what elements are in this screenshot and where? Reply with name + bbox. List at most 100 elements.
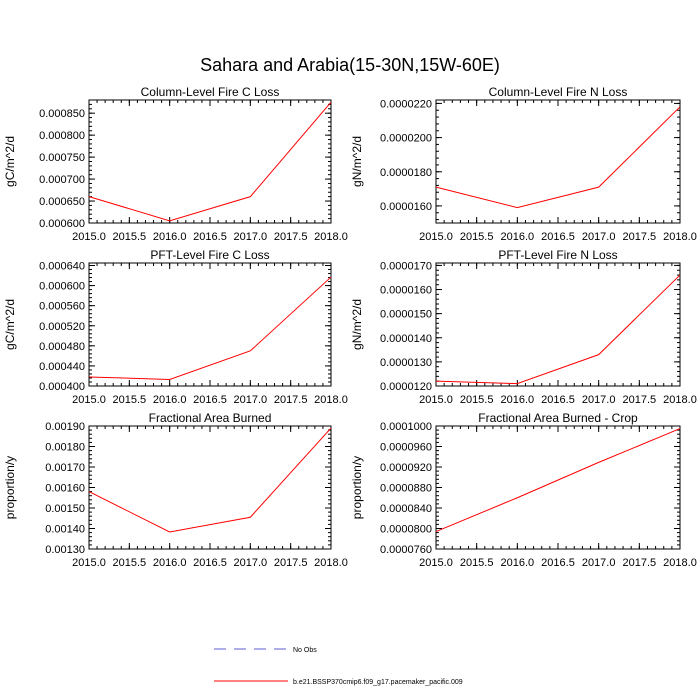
x-tick-label: 2015.5 <box>113 557 147 569</box>
legend-label: No Obs <box>293 647 317 654</box>
y-tick-label: 0.0000140 <box>380 333 432 345</box>
x-tick-label: 2016.0 <box>501 231 535 243</box>
x-tick-label: 2015.0 <box>72 231 106 243</box>
x-tick-label: 2015.5 <box>460 394 494 406</box>
chart-panel: Fractional Area Burned proportion/y 2015.0… <box>3 411 348 569</box>
plot-frame <box>435 425 681 550</box>
panel-title: PFT-Level Fire C Loss <box>150 248 269 262</box>
y-tick-label: 0.000640 <box>39 261 85 273</box>
series-line <box>435 274 681 385</box>
x-tick-label: 2017.5 <box>274 394 308 406</box>
y-tick-label: 0.0000200 <box>380 133 432 145</box>
y-tick-label: 0.00160 <box>45 483 85 495</box>
y-tick-label: 0.000850 <box>39 108 85 120</box>
chart-panel: Column-Level Fire C Loss gC/m^2/d 2015.0 20… <box>3 85 348 243</box>
x-tick-label: 2016.5 <box>541 231 575 243</box>
y-tick-label: 0.000750 <box>39 152 85 164</box>
y-tick-label: 0.0000170 <box>380 260 432 272</box>
y-tick-label: 0.0000220 <box>380 98 432 110</box>
x-tick-label: 2015.0 <box>419 394 453 406</box>
x-tick-label: 2018.0 <box>314 557 348 569</box>
y-tick-label: 0.0001000 <box>380 421 432 433</box>
panel-title: Column-Level Fire C Loss <box>141 85 280 99</box>
x-tick-label: 2016.0 <box>153 231 187 243</box>
x-tick-label: 2017.0 <box>582 231 616 243</box>
plot-frame <box>435 262 681 387</box>
y-tick-label: 0.00170 <box>45 462 85 474</box>
y-tick-label: 0.0000150 <box>380 309 432 321</box>
series-line <box>88 101 332 222</box>
x-tick-label: 2017.0 <box>234 231 268 243</box>
x-tick-label: 2018.0 <box>663 557 697 569</box>
chart-panel: PFT-Level Fire N Loss gN/m^2/d 2015.0 2015.… <box>350 248 697 406</box>
series-line <box>435 428 681 533</box>
series-line <box>435 106 681 209</box>
y-tick-label: 0.000440 <box>39 361 85 373</box>
x-tick-label: 2016.5 <box>541 394 575 406</box>
x-tick-label: 2016.5 <box>193 231 227 243</box>
legend: No Obs b.e21.BSSP370cmip6.f09_g17.pacemak… <box>214 647 463 686</box>
y-tick-label: 0.00140 <box>45 524 85 536</box>
x-tick-label: 2016.0 <box>153 394 187 406</box>
x-tick-label: 2017.0 <box>234 394 268 406</box>
y-tick-label: 0.000800 <box>39 130 85 142</box>
y-tick-label: 0.0000160 <box>380 285 432 297</box>
y-tick-label: 0.00190 <box>45 421 85 433</box>
x-tick-label: 2015.0 <box>419 557 453 569</box>
plot-frame <box>88 99 332 224</box>
x-tick-label: 2017.0 <box>582 557 616 569</box>
x-tick-label: 2017.0 <box>582 394 616 406</box>
x-tick-label: 2015.0 <box>419 231 453 243</box>
panel-title: PFT-Level Fire N Loss <box>498 248 617 262</box>
y-tick-label: 0.000560 <box>39 301 85 313</box>
x-tick-label: 2015.5 <box>460 557 494 569</box>
x-tick-label: 2016.0 <box>501 394 535 406</box>
y-tick-label: 0.000700 <box>39 174 85 186</box>
y-axis-label: gC/m^2/d <box>3 136 17 187</box>
plot-frame <box>435 99 681 224</box>
y-tick-label: 0.0000130 <box>380 357 432 369</box>
series-line <box>88 276 332 380</box>
x-tick-label: 2016.0 <box>501 557 535 569</box>
x-tick-label: 2015.0 <box>72 394 106 406</box>
y-tick-label: 0.0000960 <box>380 442 432 454</box>
y-tick-label: 0.000600 <box>39 281 85 293</box>
y-axis-label: gC/m^2/d <box>3 299 17 350</box>
y-tick-label: 0.0000920 <box>380 462 432 474</box>
x-tick-label: 2015.5 <box>460 231 494 243</box>
x-tick-label: 2018.0 <box>314 394 348 406</box>
y-tick-label: 0.00180 <box>45 442 85 454</box>
x-tick-label: 2017.5 <box>623 231 657 243</box>
y-tick-label: 0.000520 <box>39 321 85 333</box>
y-tick-label: 0.000400 <box>39 381 85 393</box>
x-tick-label: 2017.5 <box>274 557 308 569</box>
chart-panel: PFT-Level Fire C Loss gC/m^2/d 2015.0 2015.… <box>3 248 348 406</box>
plot-frame <box>88 425 332 550</box>
y-tick-label: 0.0000840 <box>380 503 432 515</box>
y-tick-label: 0.0000800 <box>380 524 432 536</box>
y-axis-label: proportion/y <box>3 456 17 519</box>
y-tick-label: 0.0000180 <box>380 167 432 179</box>
x-tick-label: 2017.5 <box>623 394 657 406</box>
legend-label: b.e21.BSSP370cmip6.f09_g17.pacemaker_pac… <box>293 679 463 686</box>
y-axis-label: gN/m^2/d <box>350 299 364 350</box>
y-tick-label: 0.0000120 <box>380 381 432 393</box>
y-tick-label: 0.000480 <box>39 341 85 353</box>
x-tick-label: 2016.0 <box>153 557 187 569</box>
panel-title: Fractional Area Burned <box>149 411 272 425</box>
x-tick-label: 2017.5 <box>623 557 657 569</box>
x-tick-label: 2016.5 <box>541 557 575 569</box>
y-axis-label: gN/m^2/d <box>350 136 364 187</box>
panel-title: Column-Level Fire N Loss <box>489 85 628 99</box>
x-tick-label: 2018.0 <box>663 231 697 243</box>
series-line <box>88 427 332 533</box>
x-tick-label: 2015.5 <box>113 231 147 243</box>
x-tick-label: 2017.0 <box>234 557 268 569</box>
y-axis-label: proportion/y <box>350 456 364 519</box>
x-tick-label: 2017.5 <box>274 231 308 243</box>
x-tick-label: 2018.0 <box>314 231 348 243</box>
x-tick-label: 2016.5 <box>193 394 227 406</box>
chart-panel: Fractional Area Burned - Crop proportion/… <box>350 411 697 569</box>
x-tick-label: 2016.5 <box>193 557 227 569</box>
page-title: Sahara and Arabia(15-30N,15W-60E) <box>200 55 500 75</box>
